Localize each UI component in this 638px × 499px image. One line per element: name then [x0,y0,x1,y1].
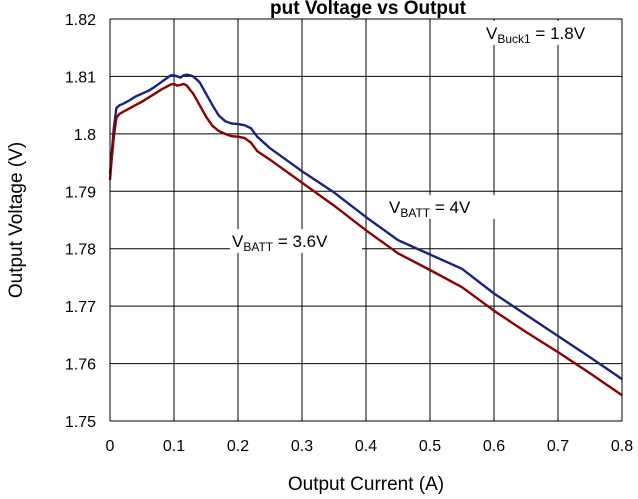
x-axis-label: Output Current (A) [288,474,444,495]
x-tick-labels: 0 0.1 0.2 0.3 0.4 0.5 0.6 0.7 0.8 [106,438,634,455]
series-line-1 [108,82,623,397]
grid-lines [110,19,622,421]
annotation-buck1-main: V [486,24,498,43]
x-tick-label: 0.6 [483,438,505,455]
series-label-4v-bg [387,195,500,219]
x-tick-label: 0.5 [419,438,441,455]
series-label-3v6-bg [230,229,362,253]
annotation-buck1-bg [484,21,612,45]
chart-title: put Voltage vs Output [270,0,467,19]
x-tick-label: 0.3 [291,438,313,455]
plot-frame [109,18,623,422]
y-tick-label: 1.78 [65,242,96,259]
annotation-buck1-rest: = 1.8V [531,24,586,43]
series-label-3v6-main: V [232,232,244,251]
series-label-3v6-rest: = 3.6V [273,232,328,251]
series-label-3v6: VBATT = 3.6V [232,232,328,254]
y-tick-label: 1.8 [74,127,96,144]
y-tick-label: 1.81 [65,69,96,86]
annotation-buck1-sub: Buck1 [497,32,531,46]
series-label-4v-rest: = 4V [430,198,471,217]
y-tick-label: 1.82 [65,12,96,29]
x-tick-label: 0.7 [547,438,569,455]
series-label-4v-main: V [389,198,401,217]
series-label-4v: VBATT = 4V [389,198,471,220]
x-tick-label: 0.8 [611,438,633,455]
series-label-4v-sub: BATT [400,206,430,220]
series-label-3v6-sub: BATT [243,240,273,254]
y-tick-label: 1.76 [65,357,96,374]
series-line-0 [108,73,623,381]
y-tick-label: 1.79 [65,184,96,201]
y-tick-label: 1.75 [65,414,96,431]
x-tick-label: 0.2 [227,438,249,455]
y-tick-label: 1.77 [65,299,96,316]
y-tick-labels: 1.75 1.76 1.77 1.78 1.79 1.8 1.81 1.82 [65,12,96,431]
y-axis-label: Output Voltage (V) [6,142,27,298]
x-tick-label: 0 [106,438,115,455]
x-tick-label: 0.4 [355,438,377,455]
series-lines [108,73,623,397]
annotation-buck1: VBuck1 = 1.8V [486,24,586,46]
x-tick-label: 0.1 [163,438,185,455]
